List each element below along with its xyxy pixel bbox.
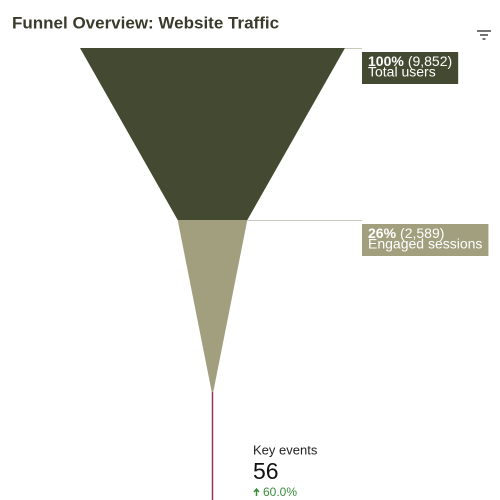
stage-value: 26% (2,589) (368, 225, 444, 241)
stage-label: 26% (2,589)Engaged sessions (362, 224, 489, 256)
stage-percent: 100% (368, 53, 404, 69)
funnel-segment (80, 48, 345, 220)
stage-change: 60.0% (263, 485, 297, 499)
label-box (362, 52, 459, 84)
filter-icon[interactable] (477, 30, 491, 40)
stage-value: 100% (9,852) (368, 53, 452, 69)
label-box (362, 224, 489, 256)
stage-name: Total users (368, 64, 436, 80)
chart-title: Funnel Overview: Website Traffic (12, 13, 279, 32)
stage-name: Key events (253, 442, 318, 457)
funnel-segment (177, 220, 248, 392)
stage-percent: 26% (368, 225, 397, 241)
stage-name: Engaged sessions (368, 236, 482, 252)
stage-count: (9,852) (408, 53, 452, 69)
change-arrow (253, 487, 260, 496)
stage-count: 56 (253, 458, 279, 484)
stage-label: 100% (9,852)Total users (362, 52, 459, 84)
stage-count: (2,589) (400, 225, 444, 241)
